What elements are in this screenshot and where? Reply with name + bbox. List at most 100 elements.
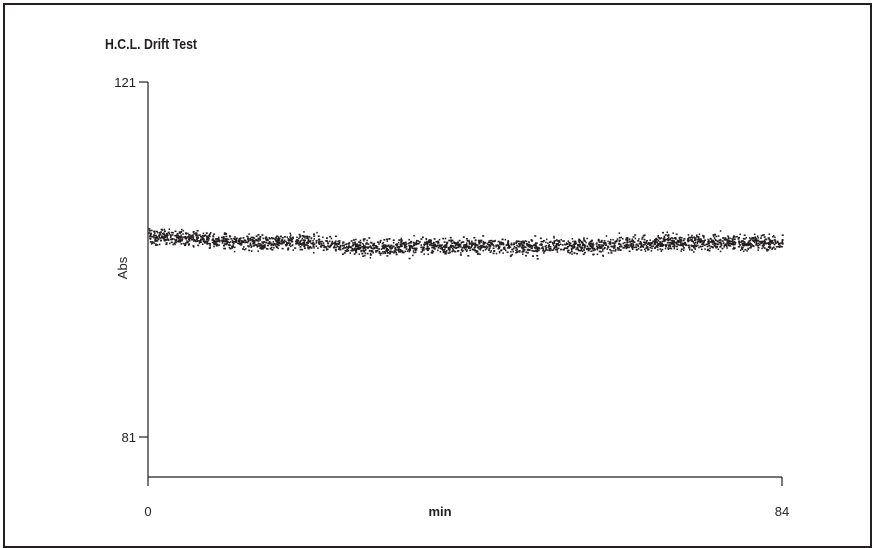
data-point — [712, 234, 715, 236]
data-point — [522, 241, 525, 244]
data-point — [270, 246, 273, 249]
data-point — [697, 244, 699, 247]
data-point — [464, 249, 467, 251]
data-point — [689, 237, 692, 239]
data-point — [239, 238, 241, 241]
data-point — [667, 235, 670, 237]
data-point — [262, 244, 265, 247]
data-point — [432, 250, 435, 253]
data-point — [600, 246, 603, 249]
data-point — [453, 241, 456, 244]
data-point — [355, 238, 357, 241]
data-point — [737, 238, 740, 240]
data-point — [194, 239, 196, 242]
data-point — [260, 247, 263, 249]
data-point — [504, 238, 507, 241]
data-point — [525, 251, 527, 253]
data-point — [437, 247, 440, 249]
data-point — [426, 243, 429, 245]
data-point — [349, 252, 351, 254]
data-point — [164, 234, 166, 237]
data-point — [216, 238, 218, 240]
data-point — [643, 243, 646, 245]
data-point — [155, 238, 157, 240]
data-point — [773, 235, 775, 237]
data-point — [218, 238, 220, 240]
data-point — [652, 240, 655, 243]
data-point — [750, 245, 753, 248]
data-point — [209, 244, 211, 246]
data-point — [464, 244, 467, 246]
data-point — [277, 239, 280, 242]
data-point — [210, 232, 212, 234]
data-point — [286, 236, 288, 238]
data-point — [301, 237, 304, 240]
data-point — [275, 239, 278, 242]
data-point — [154, 244, 157, 246]
data-point — [691, 240, 693, 243]
data-point — [476, 245, 479, 247]
data-point — [657, 235, 659, 237]
data-point — [406, 250, 409, 252]
data-point — [693, 251, 695, 253]
data-point — [710, 240, 713, 243]
data-point — [394, 247, 397, 250]
data-point — [462, 236, 465, 238]
data-point — [518, 244, 521, 246]
data-point — [268, 242, 271, 244]
data-point — [605, 244, 608, 246]
data-point — [259, 243, 262, 245]
data-point — [162, 237, 165, 239]
data-point — [763, 247, 766, 249]
data-point — [398, 239, 401, 241]
data-point — [533, 246, 536, 249]
data-point — [557, 244, 560, 247]
data-point — [745, 244, 748, 247]
data-point — [727, 243, 730, 246]
data-point — [217, 239, 220, 242]
data-point — [440, 244, 442, 247]
data-point — [376, 241, 379, 243]
data-point — [322, 242, 325, 244]
data-point — [688, 236, 690, 239]
data-point — [618, 242, 620, 245]
data-point — [444, 247, 446, 249]
data-point — [428, 239, 430, 242]
data-point — [571, 246, 574, 248]
data-point — [625, 237, 628, 240]
data-point — [778, 243, 781, 246]
data-point — [689, 248, 691, 251]
data-point — [426, 248, 428, 251]
data-point — [383, 246, 385, 248]
data-point — [333, 246, 336, 248]
data-point — [376, 247, 379, 250]
data-point — [443, 241, 446, 243]
data-point — [612, 242, 615, 244]
data-point — [457, 243, 460, 246]
data-point — [257, 234, 260, 236]
data-point — [354, 243, 357, 245]
data-point — [320, 244, 323, 247]
data-point — [621, 245, 623, 248]
data-point — [368, 237, 371, 239]
data-point — [371, 244, 374, 247]
data-point — [507, 240, 509, 242]
data-point — [427, 253, 429, 256]
data-point — [259, 239, 262, 241]
data-point — [720, 244, 723, 246]
data-point — [509, 246, 512, 248]
data-point — [479, 245, 482, 247]
data-point — [728, 239, 730, 242]
data-point — [508, 244, 510, 247]
data-point — [195, 238, 198, 240]
data-point — [403, 243, 406, 246]
data-point — [169, 234, 172, 236]
data-point — [354, 249, 356, 251]
data-point — [748, 242, 751, 245]
data-point — [545, 241, 547, 244]
data-point — [526, 252, 529, 254]
data-point — [360, 250, 363, 253]
data-point — [238, 237, 241, 240]
data-point — [438, 244, 441, 246]
data-point — [431, 249, 433, 252]
